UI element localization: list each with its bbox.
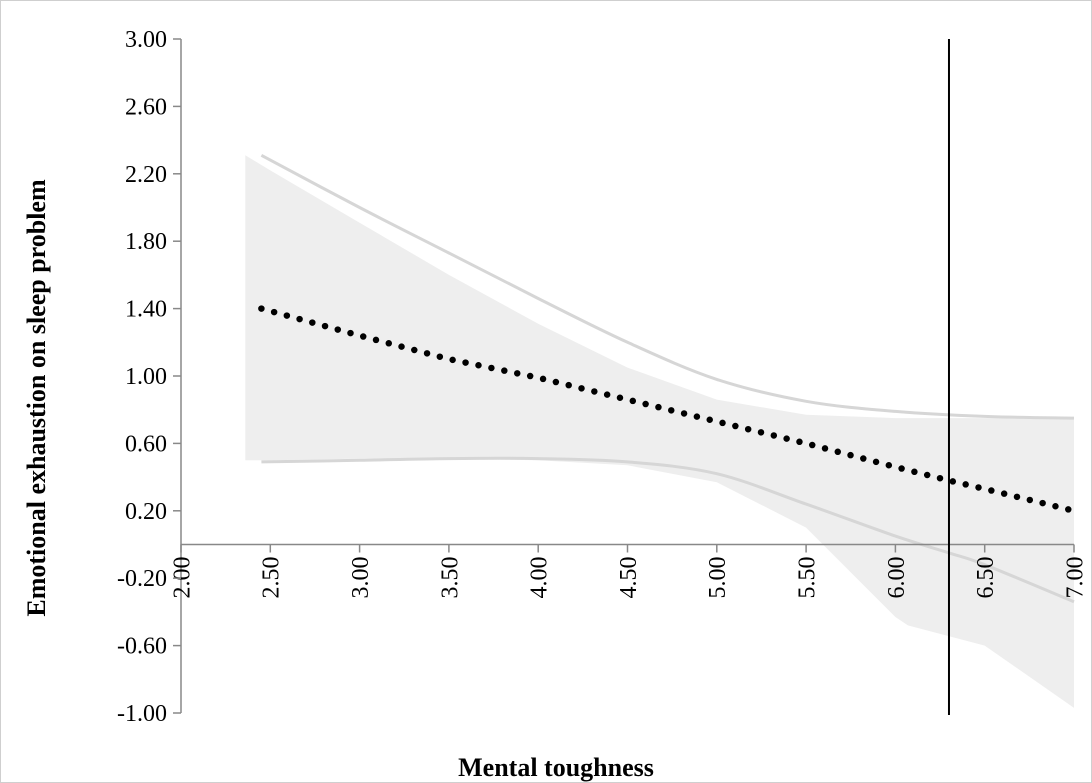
y-tick-label: 2.60: [125, 94, 167, 120]
confidence-band: [245, 155, 1075, 708]
x-tick-label: 3.00: [348, 557, 374, 599]
y-tick-label: -0.60: [117, 634, 167, 660]
y-axis-title: Emotional exhaustion on sleep problem: [22, 179, 51, 617]
x-tick-label: 2.50: [259, 557, 285, 599]
x-tick-label: 4.50: [616, 557, 642, 599]
x-axis-title: Mental toughness: [458, 753, 654, 782]
x-tick-label: 5.50: [795, 557, 821, 599]
x-tick-label: 6.00: [884, 557, 910, 599]
x-tick-label: 5.00: [705, 557, 731, 599]
y-tick-label: -0.20: [117, 566, 167, 592]
y-tick-label: -1.00: [117, 701, 167, 727]
lower-ci-line: [261, 456, 1075, 604]
x-tick-label: 6.50: [973, 556, 999, 598]
y-tick-label: 3.00: [125, 27, 167, 53]
y-tick-label: 1.40: [125, 297, 167, 323]
y-tick-label: 1.00: [125, 364, 167, 390]
x-tick-label: 3.50: [437, 557, 463, 599]
y-tick-label: 0.60: [125, 431, 167, 457]
y-tick-label: 0.20: [125, 499, 167, 525]
y-tick-label: 2.20: [125, 162, 167, 188]
x-tick-label: 7.00: [1062, 557, 1088, 599]
x-tick-label: 4.00: [527, 557, 553, 599]
y-tick-label: 1.80: [125, 229, 167, 255]
upper-ci-line: [260, 153, 1075, 420]
